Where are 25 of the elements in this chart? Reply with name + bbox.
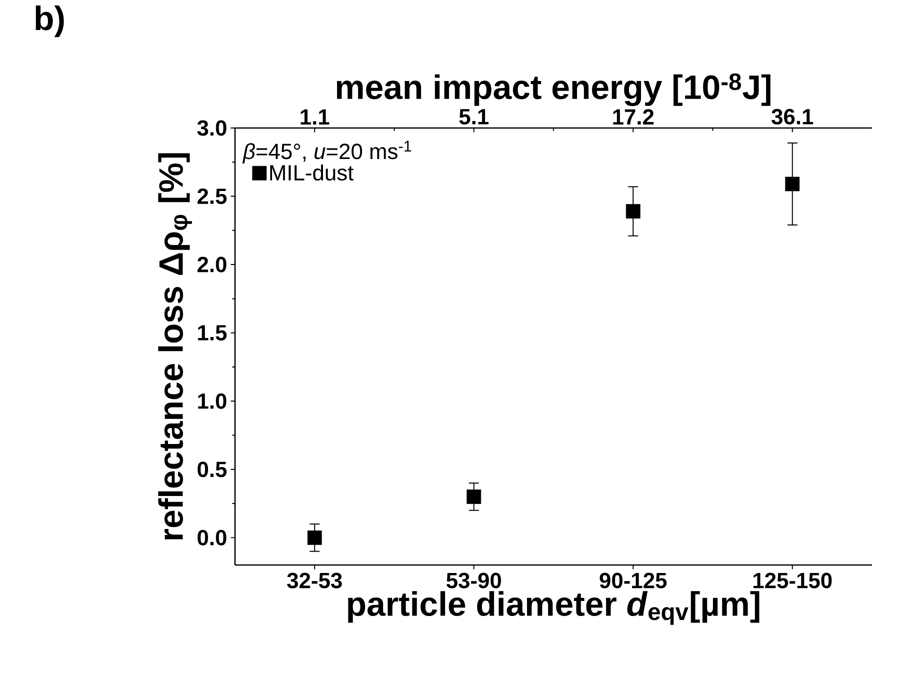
y-tick-label: 0.5 (198, 462, 227, 478)
x-axis-title: particle diameter d$_{eqv}$[µm] (348, 591, 760, 625)
text: 1.1 (300, 109, 330, 124)
point (466, 490, 482, 504)
x-tick-label: 53-90 (446, 572, 502, 588)
x2-axis-title: mean impact energy [10$^{-8}$J] (336, 73, 770, 106)
x-tick-label: 90-125 (600, 572, 667, 588)
point (626, 204, 640, 218)
text: 36.1 (772, 108, 814, 124)
y-tick-label: 2.0 (198, 256, 226, 272)
y-tick-label: 1.5 (198, 325, 227, 340)
point (785, 176, 800, 192)
legend-label: MIL-dust (270, 164, 354, 181)
legend-title: β=45°, u=20 ms$^{-1}$ (242, 140, 412, 164)
point (307, 530, 322, 545)
y-tick-label: 2.5 (198, 188, 227, 204)
x-tick-label: 32-53 (287, 572, 342, 588)
text: b) (36, 6, 64, 38)
y-axis-title: reflectance loss Δρ$_{φ}$ [%] (158, 153, 192, 540)
text: 5.1 (459, 109, 489, 124)
y-tick-label: 0.0 (198, 530, 226, 546)
y-tick-label: 1.0 (198, 393, 226, 409)
y-tick-label: 3.0 (197, 120, 226, 136)
x-tick-label: 125-150 (754, 572, 832, 588)
text: 17.2 (613, 109, 654, 124)
